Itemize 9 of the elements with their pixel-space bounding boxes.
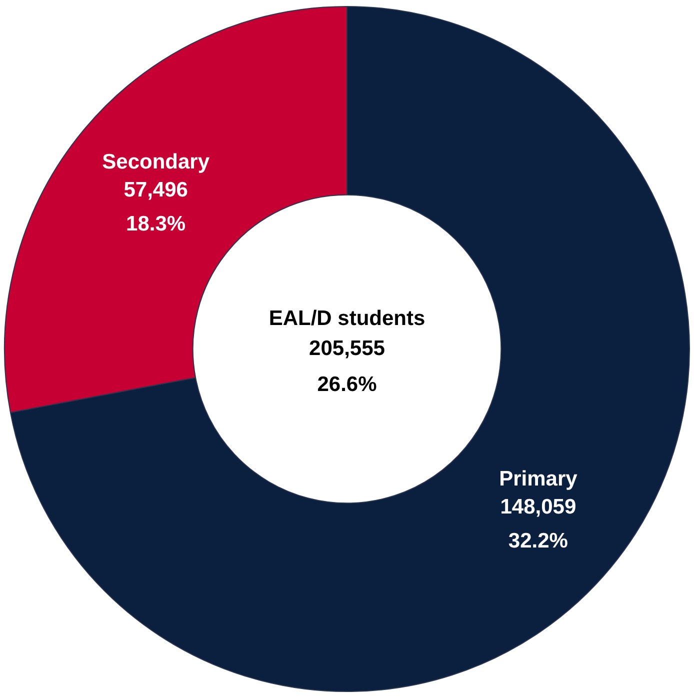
text: 18.3% (126, 212, 186, 236)
slice-label: Secondary (102, 150, 210, 174)
text: 26.6% (317, 372, 378, 396)
text: EAL/D students (268, 306, 426, 330)
data-label: 57,496 (124, 178, 188, 202)
text: 205,555 (309, 336, 386, 360)
slice-label: Primary (499, 467, 578, 490)
data-label: 148,059 (500, 495, 576, 518)
text: 32.2% (508, 529, 568, 552)
